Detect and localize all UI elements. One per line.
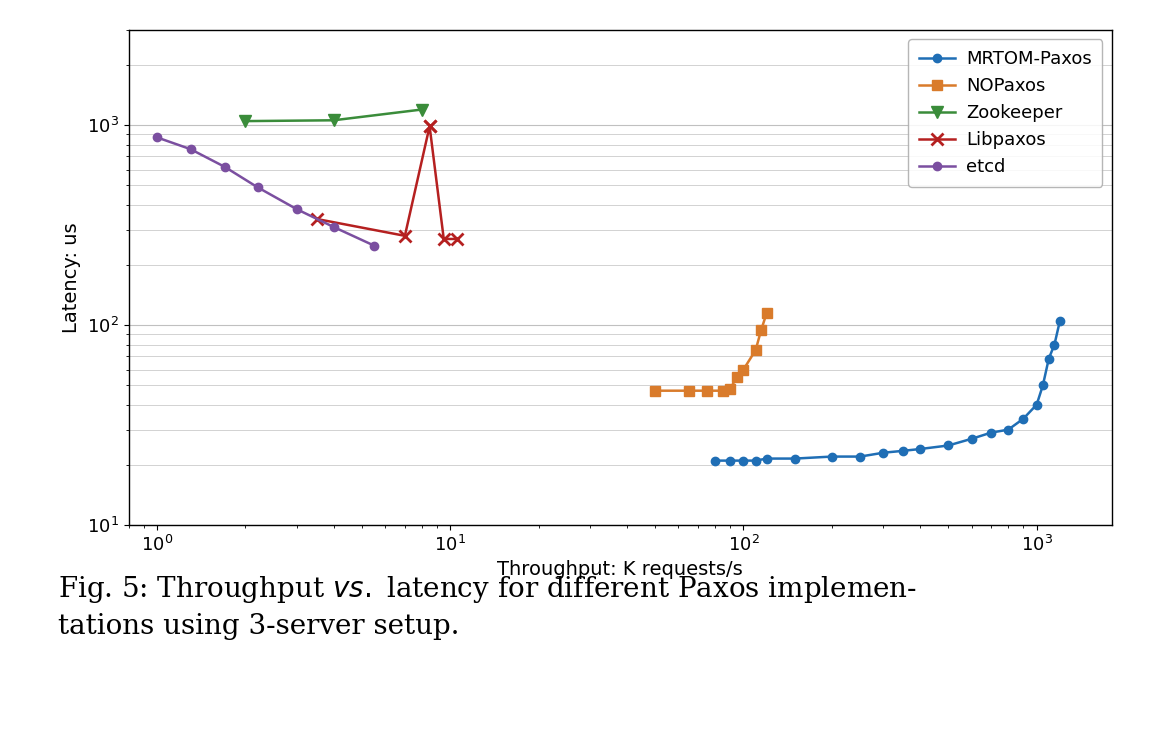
MRTOM-Paxos (913, 445, 927, 454)
MRTOM-Paxos (825, 452, 839, 461)
Y-axis label: Latency: us: Latency: us (62, 222, 82, 333)
NOPaxos (700, 386, 714, 395)
Libpaxos (310, 214, 324, 223)
Line: NOPaxos: NOPaxos (651, 308, 771, 395)
NOPaxos (759, 308, 773, 317)
Zookeeper (239, 116, 253, 125)
MRTOM-Paxos (759, 454, 773, 463)
Libpaxos (422, 122, 436, 130)
etcd (218, 162, 232, 171)
MRTOM-Paxos (736, 456, 750, 465)
Line: MRTOM-Paxos: MRTOM-Paxos (711, 316, 1064, 465)
etcd (326, 223, 340, 232)
NOPaxos (682, 386, 696, 395)
Legend: MRTOM-Paxos, NOPaxos, Zookeeper, Libpaxos, etcd: MRTOM-Paxos, NOPaxos, Zookeeper, Libpaxo… (908, 39, 1102, 187)
MRTOM-Paxos (1047, 340, 1061, 349)
NOPaxos (749, 346, 763, 355)
MRTOM-Paxos (876, 448, 890, 458)
etcd (150, 133, 164, 142)
MRTOM-Paxos (749, 456, 763, 465)
MRTOM-Paxos (896, 446, 910, 455)
Zookeeper (415, 105, 429, 114)
etcd (367, 242, 381, 250)
NOPaxos (755, 325, 769, 334)
NOPaxos (730, 373, 744, 382)
NOPaxos (648, 386, 662, 395)
MRTOM-Paxos (708, 456, 722, 465)
MRTOM-Paxos (1053, 316, 1067, 326)
MRTOM-Paxos (723, 456, 737, 465)
MRTOM-Paxos (964, 434, 978, 443)
Libpaxos (449, 235, 463, 244)
etcd (250, 183, 264, 192)
X-axis label: Throughput: K requests/s: Throughput: K requests/s (497, 560, 743, 580)
MRTOM-Paxos (984, 428, 998, 437)
Libpaxos (422, 122, 436, 130)
MRTOM-Paxos (1017, 414, 1031, 423)
NOPaxos (736, 365, 750, 374)
MRTOM-Paxos (1030, 400, 1044, 410)
NOPaxos (716, 386, 730, 395)
etcd (290, 205, 304, 214)
Line: Libpaxos: Libpaxos (310, 120, 463, 245)
Libpaxos (436, 235, 450, 244)
Libpaxos (398, 231, 412, 240)
MRTOM-Paxos (1002, 425, 1016, 434)
Line: Zookeeper: Zookeeper (239, 104, 428, 128)
MRTOM-Paxos (853, 452, 867, 461)
MRTOM-Paxos (1035, 381, 1049, 390)
MRTOM-Paxos (789, 454, 803, 463)
MRTOM-Paxos (942, 441, 956, 450)
MRTOM-Paxos (1041, 354, 1055, 363)
Zookeeper (326, 116, 340, 124)
etcd (184, 145, 198, 154)
NOPaxos (723, 384, 737, 393)
Text: Fig. 5: Throughput $\it{vs.}$ latency for different Paxos implemen-
tations usin: Fig. 5: Throughput $\it{vs.}$ latency fo… (58, 574, 917, 640)
Line: etcd: etcd (153, 134, 378, 250)
